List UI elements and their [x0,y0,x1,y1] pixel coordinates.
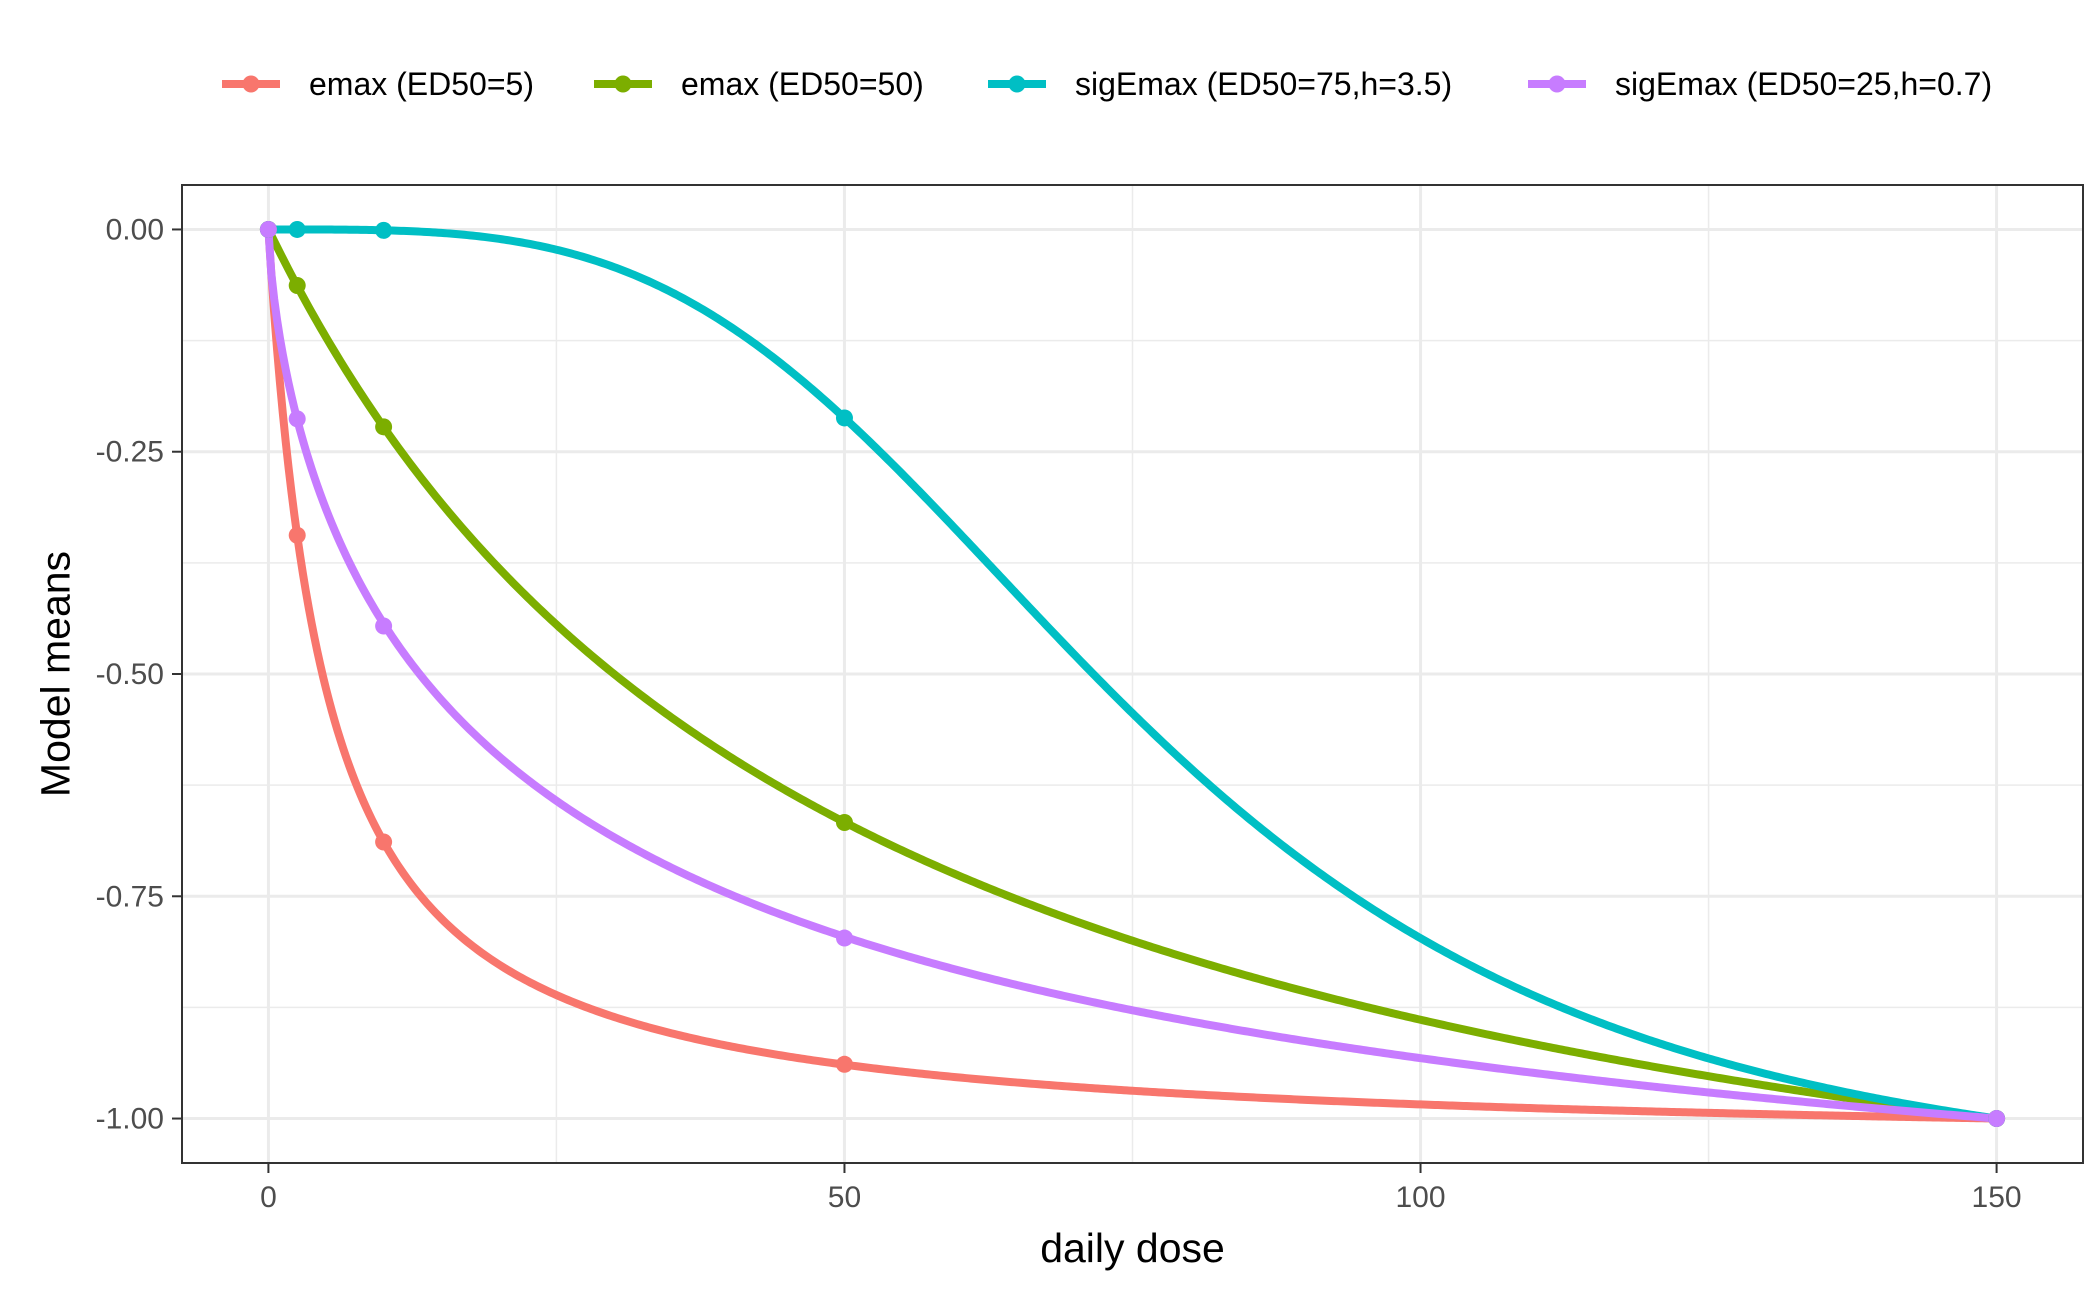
legend-item-2: sigEmax (ED50=75,h=3.5) [988,66,1452,102]
y-tick-label: -0.25 [96,436,164,469]
data-point-series-3 [288,410,306,428]
series-line-2 [264,225,2001,1123]
y-axis-title: Model means [32,551,78,797]
data-point-series-3 [259,220,277,238]
series-line-3 [264,225,2001,1123]
x-axis-title: daily dose [1040,1225,1225,1271]
legend-key-point [1008,75,1026,93]
series-lines [264,225,2001,1123]
legend-label: sigEmax (ED50=25,h=0.7) [1615,66,1992,102]
legend-item-1: emax (ED50=50) [594,66,924,102]
series-line-0 [264,225,2001,1123]
y-tick-label: 0.00 [106,213,164,246]
data-point-series-2 [835,409,853,427]
y-tick-label: -0.75 [96,880,164,913]
data-point-series-1 [288,276,306,294]
data-point-series-1 [835,813,853,831]
minor-gridlines [182,185,2083,1163]
data-point-series-0 [375,833,393,851]
data-point-series-0 [835,1055,853,1073]
data-point-series-2 [375,221,393,239]
series-points [259,220,2006,1128]
legend-key-point [1548,75,1566,93]
x-tick-label: 50 [828,1181,861,1214]
data-point-series-3 [375,617,393,635]
legend-key-point [242,75,260,93]
legend: emax (ED50=5) emax (ED50=50) sigEmax (ED50… [222,66,1992,102]
data-point-series-2 [288,220,306,238]
data-point-series-3 [1988,1110,2006,1128]
data-point-series-1 [375,418,393,436]
plot-area [181,184,2084,1164]
y-tick-label: -0.50 [96,658,164,691]
data-point-series-0 [288,526,306,544]
series-line-1 [264,225,2001,1123]
y-axis: 0.00 -0.25 -0.50 -0.75 -1.00 [96,213,182,1136]
legend-label: emax (ED50=5) [309,66,534,102]
legend-item-0: emax (ED50=5) [222,66,534,102]
y-tick-label: -1.00 [96,1103,164,1136]
legend-label: sigEmax (ED50=75,h=3.5) [1075,66,1452,102]
legend-key-point [614,75,632,93]
x-tick-label: 100 [1395,1181,1445,1214]
x-tick-label: 150 [1972,1181,2022,1214]
x-axis: 0 50 100 150 [260,1163,2022,1214]
legend-item-3: sigEmax (ED50=25,h=0.7) [1528,66,1992,102]
data-point-series-3 [835,929,853,947]
major-gridlines [182,185,2083,1163]
x-tick-label: 0 [260,1181,277,1214]
legend-label: emax (ED50=50) [681,66,924,102]
